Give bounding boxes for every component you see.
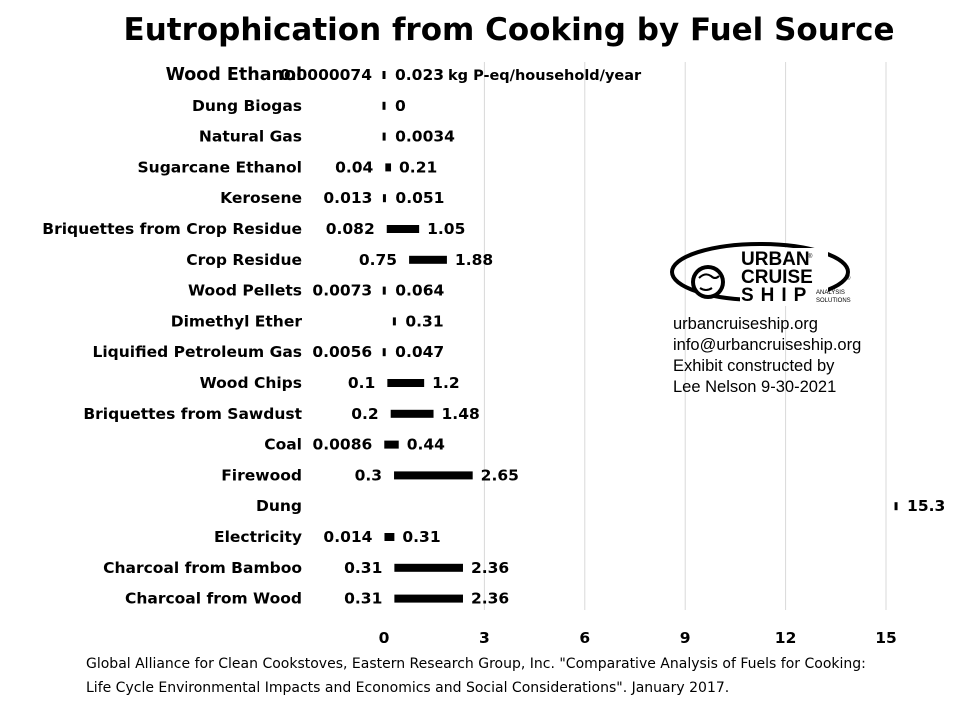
category-label-dung-biogas: Dung Biogas [192,97,302,115]
category-label-liquified-petroleum-gas: Liquified Petroleum Gas [92,343,302,361]
x-tick-label-9: 9 [680,629,691,647]
high-label-briquettes-from-crop-residue: 1.05 [427,220,465,238]
low-label-electricity: 0.014 [323,528,372,546]
low-label-liquified-petroleum-gas: 0.0056 [312,343,372,361]
low-label-sugarcane-ethanol: 0.04 [335,158,373,176]
x-tick-label-12: 12 [775,629,797,647]
category-label-coal: Coal [264,436,302,454]
bar-natural-gas [382,132,386,141]
high-label-natural-gas: 0.0034 [395,128,455,146]
x-tick-label-15: 15 [875,629,897,647]
bar-sugarcane-ethanol [385,163,392,172]
low-label-briquettes-from-sawdust: 0.2 [351,405,378,423]
source-line-2: Life Cycle Environmental Impacts and Eco… [86,680,730,696]
category-label-firewood: Firewood [221,466,302,484]
low-label-charcoal-from-wood: 0.31 [344,590,382,608]
category-label-dung: Dung [256,497,302,515]
category-label-briquettes-from-sawdust: Briquettes from Sawdust [83,405,302,423]
bar-kerosene [382,194,386,203]
high-label-dung-biogas: 0 [395,97,406,115]
high-label-liquified-petroleum-gas: 0.047 [395,343,444,361]
bar-charcoal-from-wood [394,594,463,603]
category-label-briquettes-from-crop-residue: Briquettes from Crop Residue [42,220,302,238]
website-text: urbancruiseship.org [673,315,818,333]
low-label-firewood: 0.3 [355,466,382,484]
email-text: info@urbancruiseship.org [673,336,862,354]
low-label-crop-residue: 0.75 [359,251,397,269]
bar-briquettes-from-crop-residue [386,225,420,233]
high-label-kerosene: 0.051 [395,189,444,207]
source-line-1: Global Alliance for Clean Cookstoves, Ea… [86,656,866,672]
logo-reg-mark: ® [808,253,813,260]
high-label-wood-pellets: 0.064 [395,282,444,300]
x-tick-label-3: 3 [479,629,490,647]
low-label-briquettes-from-crop-residue: 0.082 [326,220,375,238]
high-label-crop-residue: 1.88 [455,251,493,269]
bar-liquified-petroleum-gas [382,348,386,357]
bar-dung [894,502,898,511]
category-label-wood-ethanol: Wood Ethanol [166,65,302,85]
low-label-wood-chips: 0.1 [348,374,375,392]
high-label-charcoal-from-bamboo: 2.36 [471,559,509,577]
bar-wood-pellets [382,286,386,295]
logo-line1: URBAN [741,249,810,270]
category-label-dimethyl-ether: Dimethyl Ether [171,312,303,330]
category-label-wood-chips: Wood Chips [200,374,302,392]
high-label-dung: 15.3 [907,497,945,515]
urban-cruise-ship-logo: URBAN CRUISE SHIP ANALYSIS SOLUTIONS ® ® [670,242,851,306]
high-label-dimethyl-ether: 0.31 [405,312,443,330]
logo-text-bg [740,248,828,306]
bar-coal [384,440,399,449]
bar-briquettes-from-sawdust [390,409,434,418]
category-label-kerosene: Kerosene [220,189,302,207]
bar-wood-chips [387,379,425,387]
bar-wood-ethanol [382,71,386,79]
bar-charcoal-from-bamboo [394,563,463,572]
low-label-wood-ethanol: 0.0000074 [280,66,372,84]
high-label-wood-chips: 1.2 [432,374,459,392]
low-label-kerosene: 0.013 [323,189,372,207]
chart-title: Eutrophication from Cooking by Fuel Sour… [123,12,895,48]
logo-reg-mark-outer: ® [846,275,851,282]
bar-dimethyl-ether [392,317,396,326]
bar-crop-residue [409,255,447,264]
category-label-natural-gas: Natural Gas [199,128,302,146]
category-label-electricity: Electricity [214,528,302,546]
category-label-charcoal-from-wood: Charcoal from Wood [125,590,302,608]
high-label-briquettes-from-sawdust: 1.48 [442,405,480,423]
low-label-coal: 0.0086 [312,436,372,454]
logo-sub1: ANALYSIS [816,290,845,296]
logo-line3: SHIP [741,285,813,306]
category-label-charcoal-from-bamboo: Charcoal from Bamboo [103,559,302,577]
high-label-electricity: 0.31 [402,528,440,546]
high-label-wood-ethanol: 0.023 [395,66,444,84]
credit-line-2: Lee Nelson 9-30-2021 [673,378,837,396]
low-label-wood-pellets: 0.0073 [312,282,372,300]
category-label-sugarcane-ethanol: Sugarcane Ethanol [138,158,302,176]
logo-sub2: SOLUTIONS [816,298,851,304]
x-tick-label-0: 0 [379,629,390,647]
credit-line-1: Exhibit constructed by [673,357,835,375]
high-label-coal: 0.44 [407,436,445,454]
x-tick-label-6: 6 [579,629,590,647]
source-citation: Global Alliance for Clean Cookstoves, Ea… [86,652,916,700]
globe-land [698,273,720,291]
category-label-wood-pellets: Wood Pellets [188,282,302,300]
unit-label: kg P-eq/household/year [448,68,642,84]
category-label-crop-residue: Crop Residue [186,251,302,269]
high-label-charcoal-from-wood: 2.36 [471,590,509,608]
bar-dung-biogas [382,101,386,110]
high-label-sugarcane-ethanol: 0.21 [399,158,437,176]
globe-face [695,269,721,295]
bar-firewood [394,471,473,480]
low-label-charcoal-from-bamboo: 0.31 [344,559,382,577]
contact-block: urbancruiseship.org info@urbancruiseship… [673,314,861,398]
logo-line2: CRUISE [741,267,813,288]
high-label-firewood: 2.65 [481,466,519,484]
bar-electricity [384,533,395,541]
